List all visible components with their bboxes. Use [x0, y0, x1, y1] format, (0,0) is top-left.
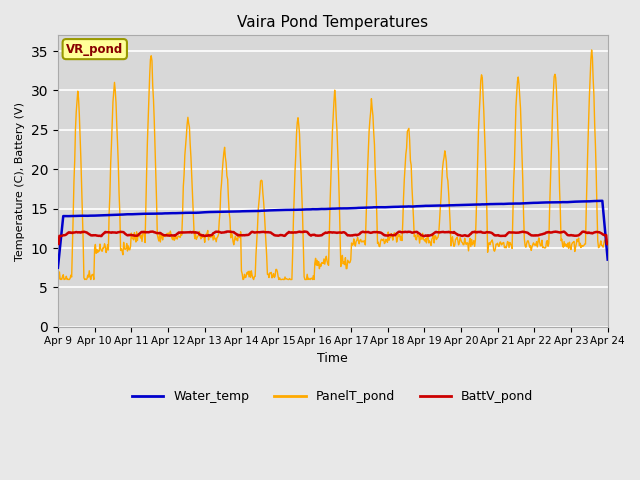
Text: VR_pond: VR_pond — [66, 43, 124, 56]
Title: Vaira Pond Temperatures: Vaira Pond Temperatures — [237, 15, 428, 30]
Y-axis label: Temperature (C), Battery (V): Temperature (C), Battery (V) — [15, 102, 25, 261]
X-axis label: Time: Time — [317, 352, 348, 365]
Legend: Water_temp, PanelT_pond, BattV_pond: Water_temp, PanelT_pond, BattV_pond — [127, 385, 538, 408]
